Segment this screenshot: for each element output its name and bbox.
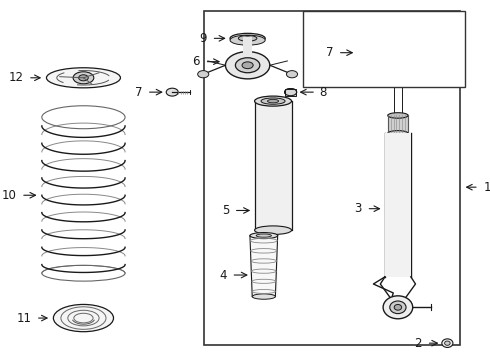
Bar	[204, 12, 460, 345]
Ellipse shape	[254, 226, 292, 234]
Text: 11: 11	[16, 311, 31, 325]
Bar	[285, 89, 296, 96]
Ellipse shape	[356, 48, 370, 57]
Ellipse shape	[394, 305, 402, 310]
Ellipse shape	[250, 233, 278, 239]
Ellipse shape	[78, 75, 88, 81]
Ellipse shape	[230, 35, 265, 45]
Text: 7: 7	[326, 46, 333, 59]
Bar	[250, 235, 278, 297]
Text: 3: 3	[354, 202, 362, 215]
Ellipse shape	[287, 71, 297, 78]
Ellipse shape	[256, 234, 271, 237]
Ellipse shape	[254, 96, 292, 106]
Ellipse shape	[390, 301, 406, 314]
Ellipse shape	[288, 90, 294, 94]
Ellipse shape	[388, 131, 408, 136]
Ellipse shape	[261, 98, 285, 104]
Ellipse shape	[47, 68, 121, 88]
Ellipse shape	[235, 58, 260, 73]
Text: 10: 10	[1, 189, 16, 202]
Bar	[254, 101, 292, 230]
Ellipse shape	[197, 71, 209, 78]
Ellipse shape	[225, 51, 270, 79]
Ellipse shape	[73, 72, 94, 84]
Ellipse shape	[388, 113, 408, 118]
Ellipse shape	[442, 339, 453, 347]
Ellipse shape	[285, 89, 296, 96]
Ellipse shape	[360, 50, 367, 55]
Bar	[243, 37, 252, 55]
Ellipse shape	[166, 88, 178, 96]
Text: 6: 6	[193, 55, 200, 68]
Text: 12: 12	[8, 71, 24, 84]
Ellipse shape	[394, 42, 402, 45]
Ellipse shape	[383, 296, 413, 319]
Text: 4: 4	[220, 269, 227, 282]
Ellipse shape	[53, 305, 114, 332]
Text: 8: 8	[319, 86, 327, 99]
Text: 5: 5	[222, 204, 229, 217]
Bar	[388, 116, 408, 134]
Ellipse shape	[230, 33, 265, 43]
Text: 1: 1	[484, 181, 490, 194]
Text: 9: 9	[199, 32, 207, 45]
Text: 2: 2	[415, 337, 422, 350]
Ellipse shape	[268, 99, 279, 103]
Text: 7: 7	[135, 86, 142, 99]
Bar	[303, 12, 465, 87]
Ellipse shape	[444, 341, 450, 345]
Bar	[385, 134, 411, 277]
Ellipse shape	[238, 36, 257, 41]
Ellipse shape	[252, 294, 275, 299]
Ellipse shape	[244, 37, 251, 40]
Ellipse shape	[242, 62, 253, 69]
